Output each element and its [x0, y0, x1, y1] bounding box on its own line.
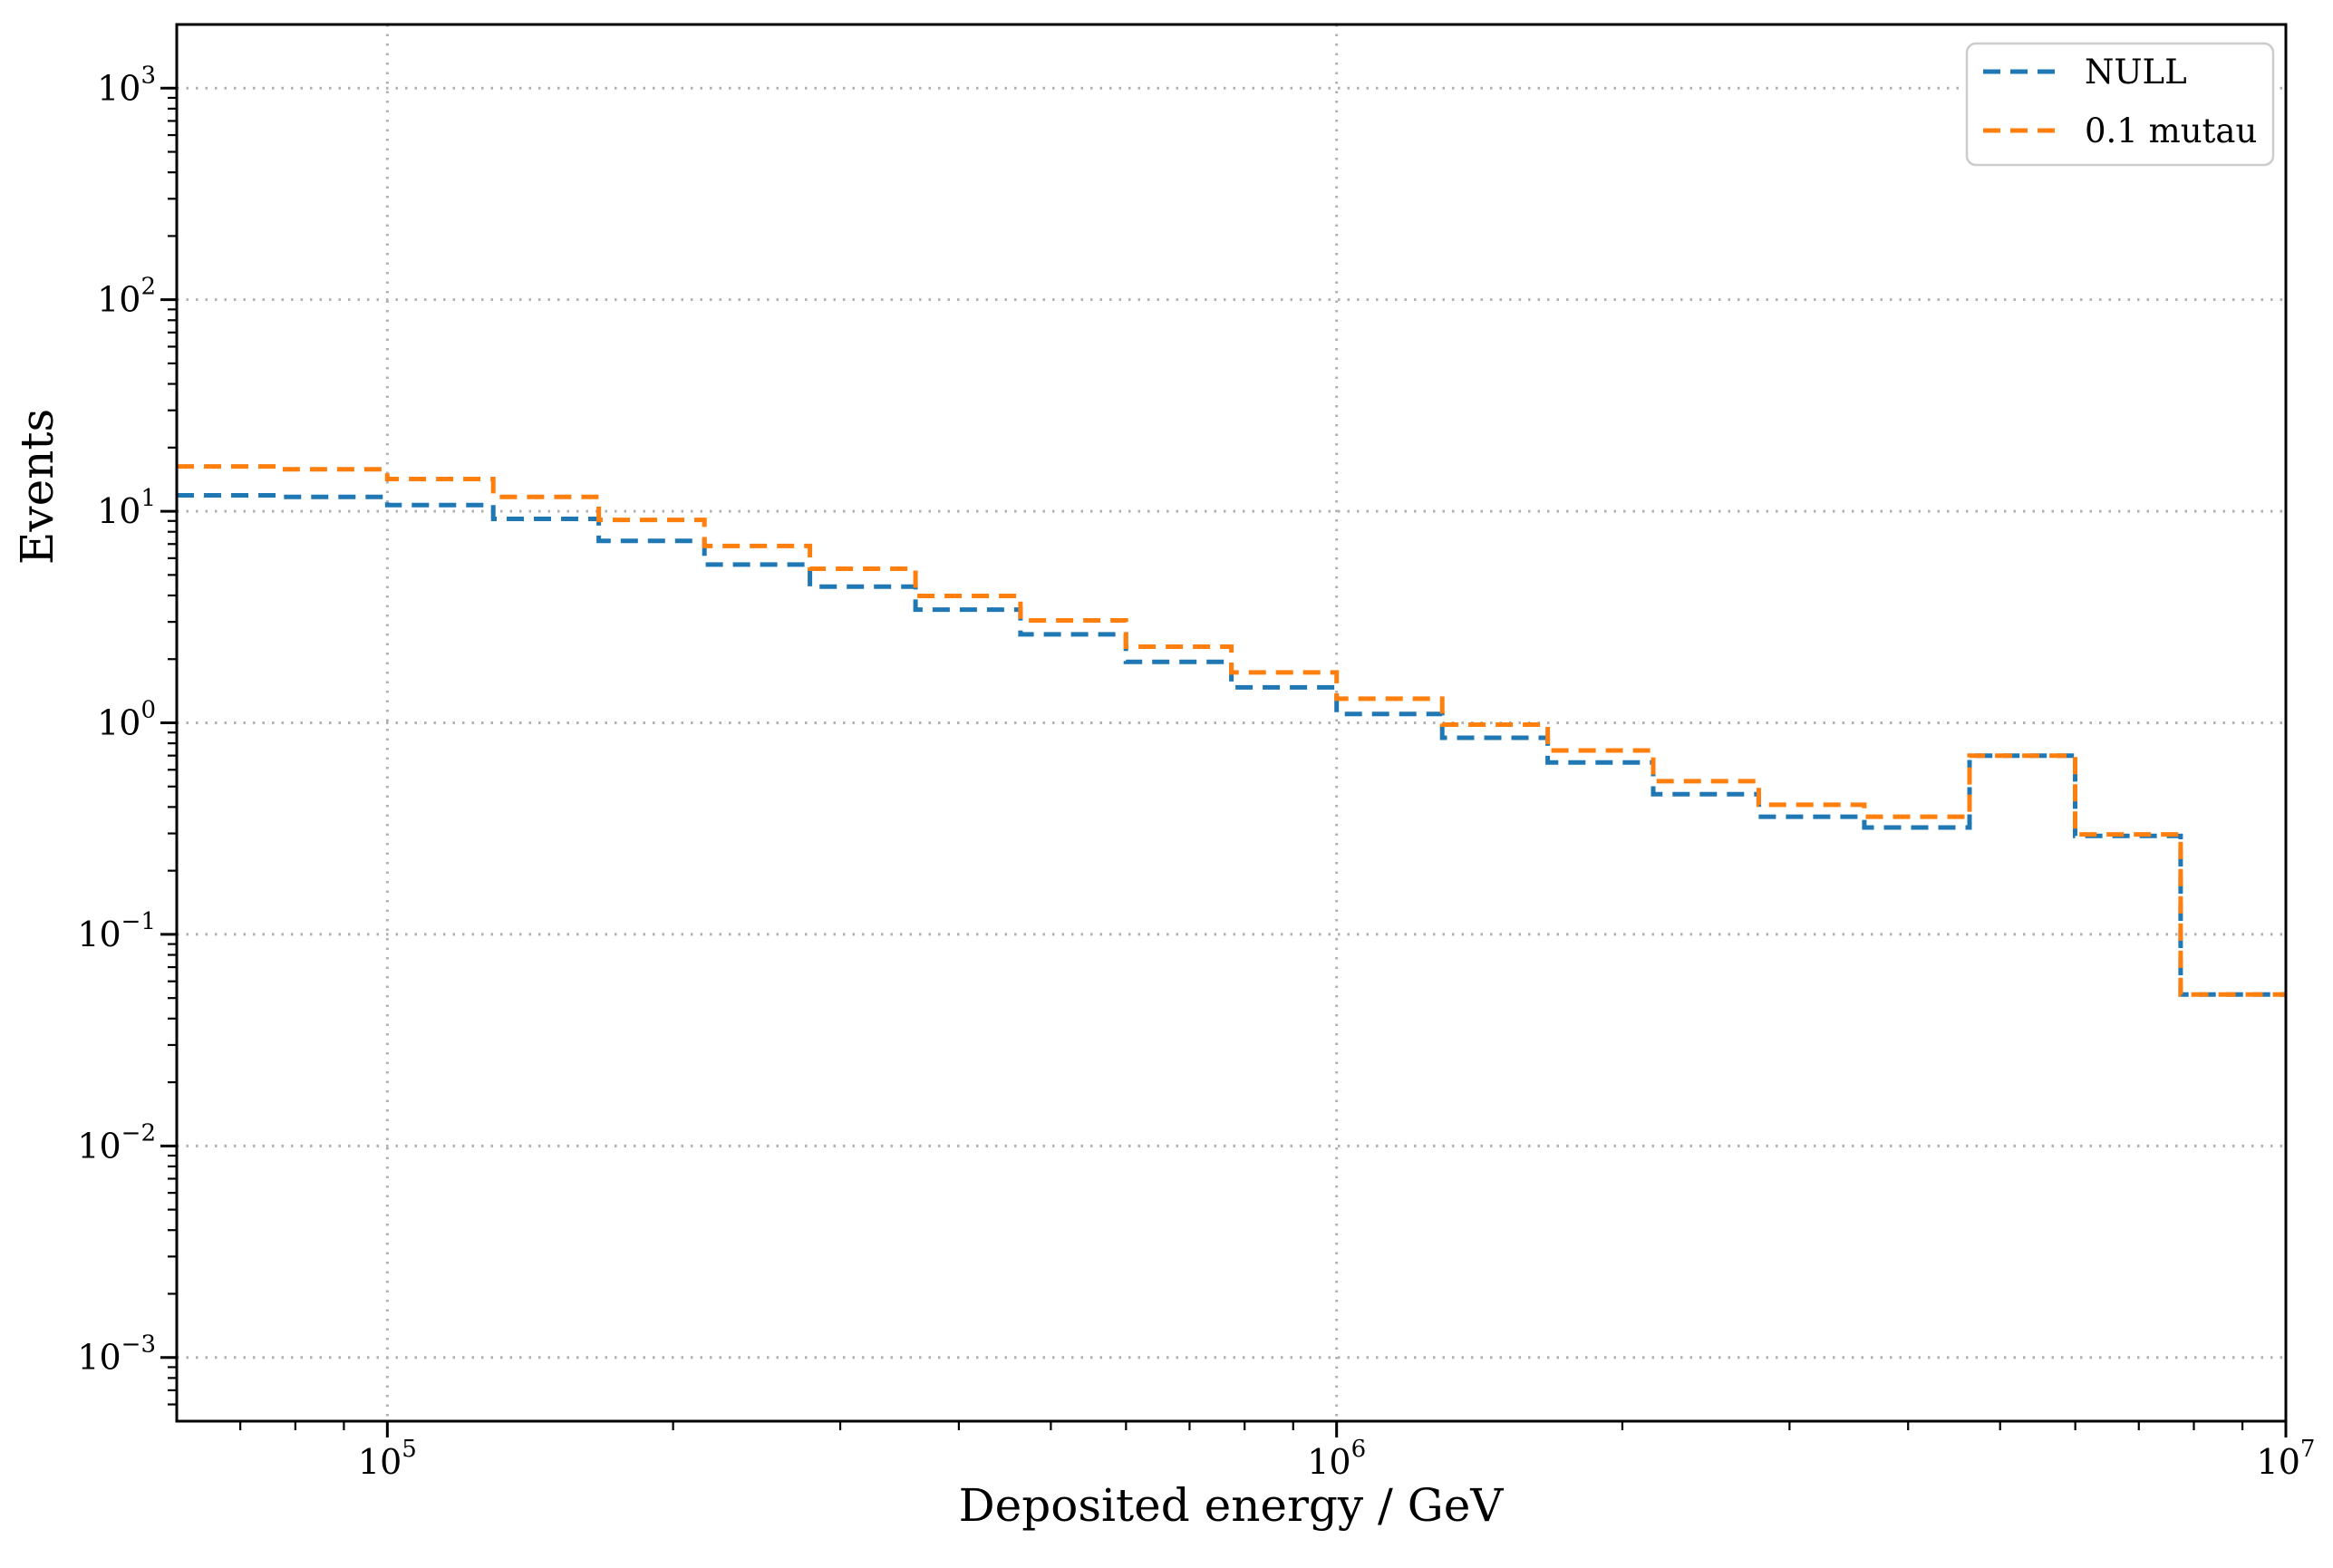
legend: NULL 0.1 mutau [1965, 42, 2275, 167]
y-tick-label: 100 [97, 697, 156, 743]
y-tick-label: 102 [97, 274, 156, 320]
y-axis-label: Events [11, 409, 63, 565]
x-axis-label: Deposited energy / GeV [959, 1479, 1505, 1532]
grid-lines [177, 24, 2286, 1421]
x-tick-label: 105 [358, 1436, 417, 1482]
x-tick-label: 106 [1307, 1436, 1366, 1482]
x-tick-label: 107 [2257, 1436, 2316, 1482]
y-tick-label: 101 [97, 485, 156, 531]
y-tick-label: 103 [97, 62, 156, 108]
tick-labels: 103 102 101 100 10−1 10−2 10−3 105 106 107 [77, 62, 2315, 1482]
data-series [177, 464, 2286, 997]
series-null-step-line [177, 493, 2286, 997]
legend-label-null: NULL [2085, 53, 2187, 92]
axis-ticks [160, 86, 2288, 1437]
y-tick-label: 10−2 [77, 1119, 156, 1166]
plot-border [175, 23, 2288, 1423]
legend-label-mutau: 0.1 mutau [2085, 111, 2257, 150]
y-tick-label: 10−1 [77, 908, 156, 954]
series-mutau-step-line [177, 464, 2286, 997]
y-tick-label: 10−3 [77, 1331, 156, 1378]
